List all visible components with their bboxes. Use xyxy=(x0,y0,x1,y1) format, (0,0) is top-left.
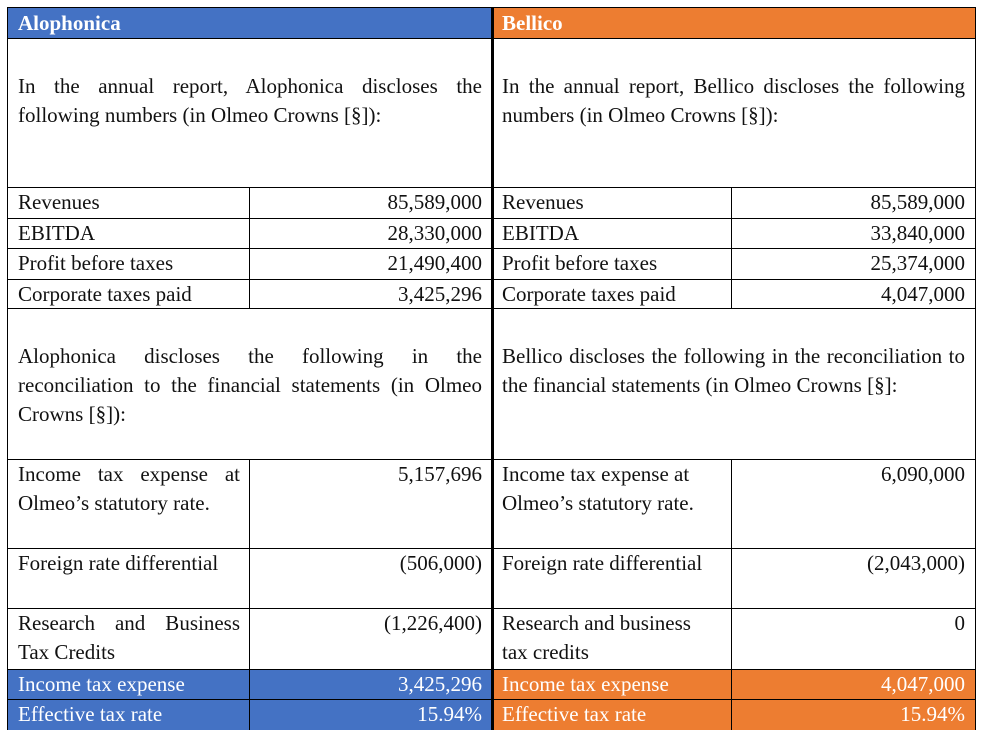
alophonica-row-income-tax-expense: Income tax expense 3,425,296 xyxy=(8,669,492,699)
alophonica-row-revenues: Revenues 85,589,000 xyxy=(8,187,492,218)
row-label: Revenues xyxy=(502,190,584,214)
row-value: 85,589,000 xyxy=(870,190,966,214)
row-value: 28,330,000 xyxy=(387,221,483,245)
alophonica-row-credits: Research and Business Tax Credits (1,226… xyxy=(8,608,492,669)
row-label: Foreign rate differential xyxy=(18,551,219,575)
bellico-row-statutory: Income tax expense at Olmeo’s statutory … xyxy=(492,459,975,548)
column-divider xyxy=(491,7,494,730)
alophonica-row-taxes: Corporate taxes paid 3,425,296 xyxy=(8,279,492,309)
row-label: Effective tax rate xyxy=(18,702,163,726)
bellico-row-credits: Research and business tax credits 0 xyxy=(492,608,975,669)
bellico-column: Bellico In the annual report, Bellico di… xyxy=(492,7,976,730)
bellico-row-profit: Profit before taxes 25,374,000 xyxy=(492,248,975,279)
row-label: Revenues xyxy=(18,190,100,214)
row-value: 85,589,000 xyxy=(387,190,483,214)
row-label: Profit before taxes xyxy=(502,251,658,275)
row-value: (506,000) xyxy=(399,551,482,575)
row-value: 21,490,400 xyxy=(387,251,483,275)
bellico-reconciliation-intro: Bellico discloses the following in the r… xyxy=(502,344,965,397)
bellico-row-revenues: Revenues 85,589,000 xyxy=(492,187,975,218)
row-label: Research and Business Tax Credits xyxy=(18,611,240,664)
bellico-header: Bellico xyxy=(492,8,975,39)
bellico-row-income-tax-expense: Income tax expense 4,047,000 xyxy=(492,669,975,699)
bellico-intro: In the annual report, Bellico discloses … xyxy=(502,74,965,127)
row-value: 5,157,696 xyxy=(398,462,482,486)
alophonica-row-ebitda: EBITDA 28,330,000 xyxy=(8,218,492,248)
row-label: Income tax expense xyxy=(18,672,185,696)
row-label: Income tax expense at Olmeo’s statutory … xyxy=(18,462,240,515)
row-value: 25,374,000 xyxy=(870,251,966,275)
row-label: Income tax expense at Olmeo’s statutory … xyxy=(502,462,694,515)
alophonica-header: Alophonica xyxy=(8,8,492,39)
row-label: EBITDA xyxy=(502,221,579,245)
row-label: Effective tax rate xyxy=(502,702,647,726)
row-value: 6,090,000 xyxy=(881,462,965,486)
alophonica-row-profit: Profit before taxes 21,490,400 xyxy=(8,248,492,279)
row-label: Income tax expense xyxy=(502,672,669,696)
bellico-row-taxes: Corporate taxes paid 4,047,000 xyxy=(492,279,975,309)
row-label: EBITDA xyxy=(18,221,95,245)
row-value: (1,226,400) xyxy=(384,611,482,635)
row-label: Corporate taxes paid xyxy=(18,282,192,306)
row-label: Research and business tax credits xyxy=(502,611,691,664)
row-label: Corporate taxes paid xyxy=(502,282,676,306)
row-label: Foreign rate differential xyxy=(502,551,703,575)
row-value: 4,047,000 xyxy=(881,672,965,696)
bellico-row-foreign: Foreign rate differential (2,043,000) xyxy=(492,548,975,608)
bellico-row-effective-rate: Effective tax rate 15.94% xyxy=(492,699,975,730)
row-value: 15.94% xyxy=(900,702,965,726)
row-label: Profit before taxes xyxy=(18,251,174,275)
alophonica-reconciliation-intro: Alophonica discloses the following in th… xyxy=(18,344,482,426)
row-value: 3,425,296 xyxy=(398,672,482,696)
row-value: 15.94% xyxy=(417,702,482,726)
row-value: 33,840,000 xyxy=(870,221,966,245)
alophonica-column: Alophonica In the annual report, Alophon… xyxy=(7,7,492,730)
row-value: (2,043,000) xyxy=(867,551,965,575)
row-value: 0 xyxy=(954,611,966,635)
row-value: 3,425,296 xyxy=(398,282,482,306)
alophonica-row-effective-rate: Effective tax rate 15.94% xyxy=(8,699,492,730)
bellico-row-ebitda: EBITDA 33,840,000 xyxy=(492,218,975,248)
alophonica-intro: In the annual report, Alophonica disclos… xyxy=(18,74,482,127)
comparison-table: Alophonica In the annual report, Alophon… xyxy=(7,7,976,730)
alophonica-row-foreign: Foreign rate differential (506,000) xyxy=(8,548,492,608)
alophonica-row-statutory: Income tax expense at Olmeo’s statutory … xyxy=(8,459,492,548)
row-value: 4,047,000 xyxy=(881,282,965,306)
